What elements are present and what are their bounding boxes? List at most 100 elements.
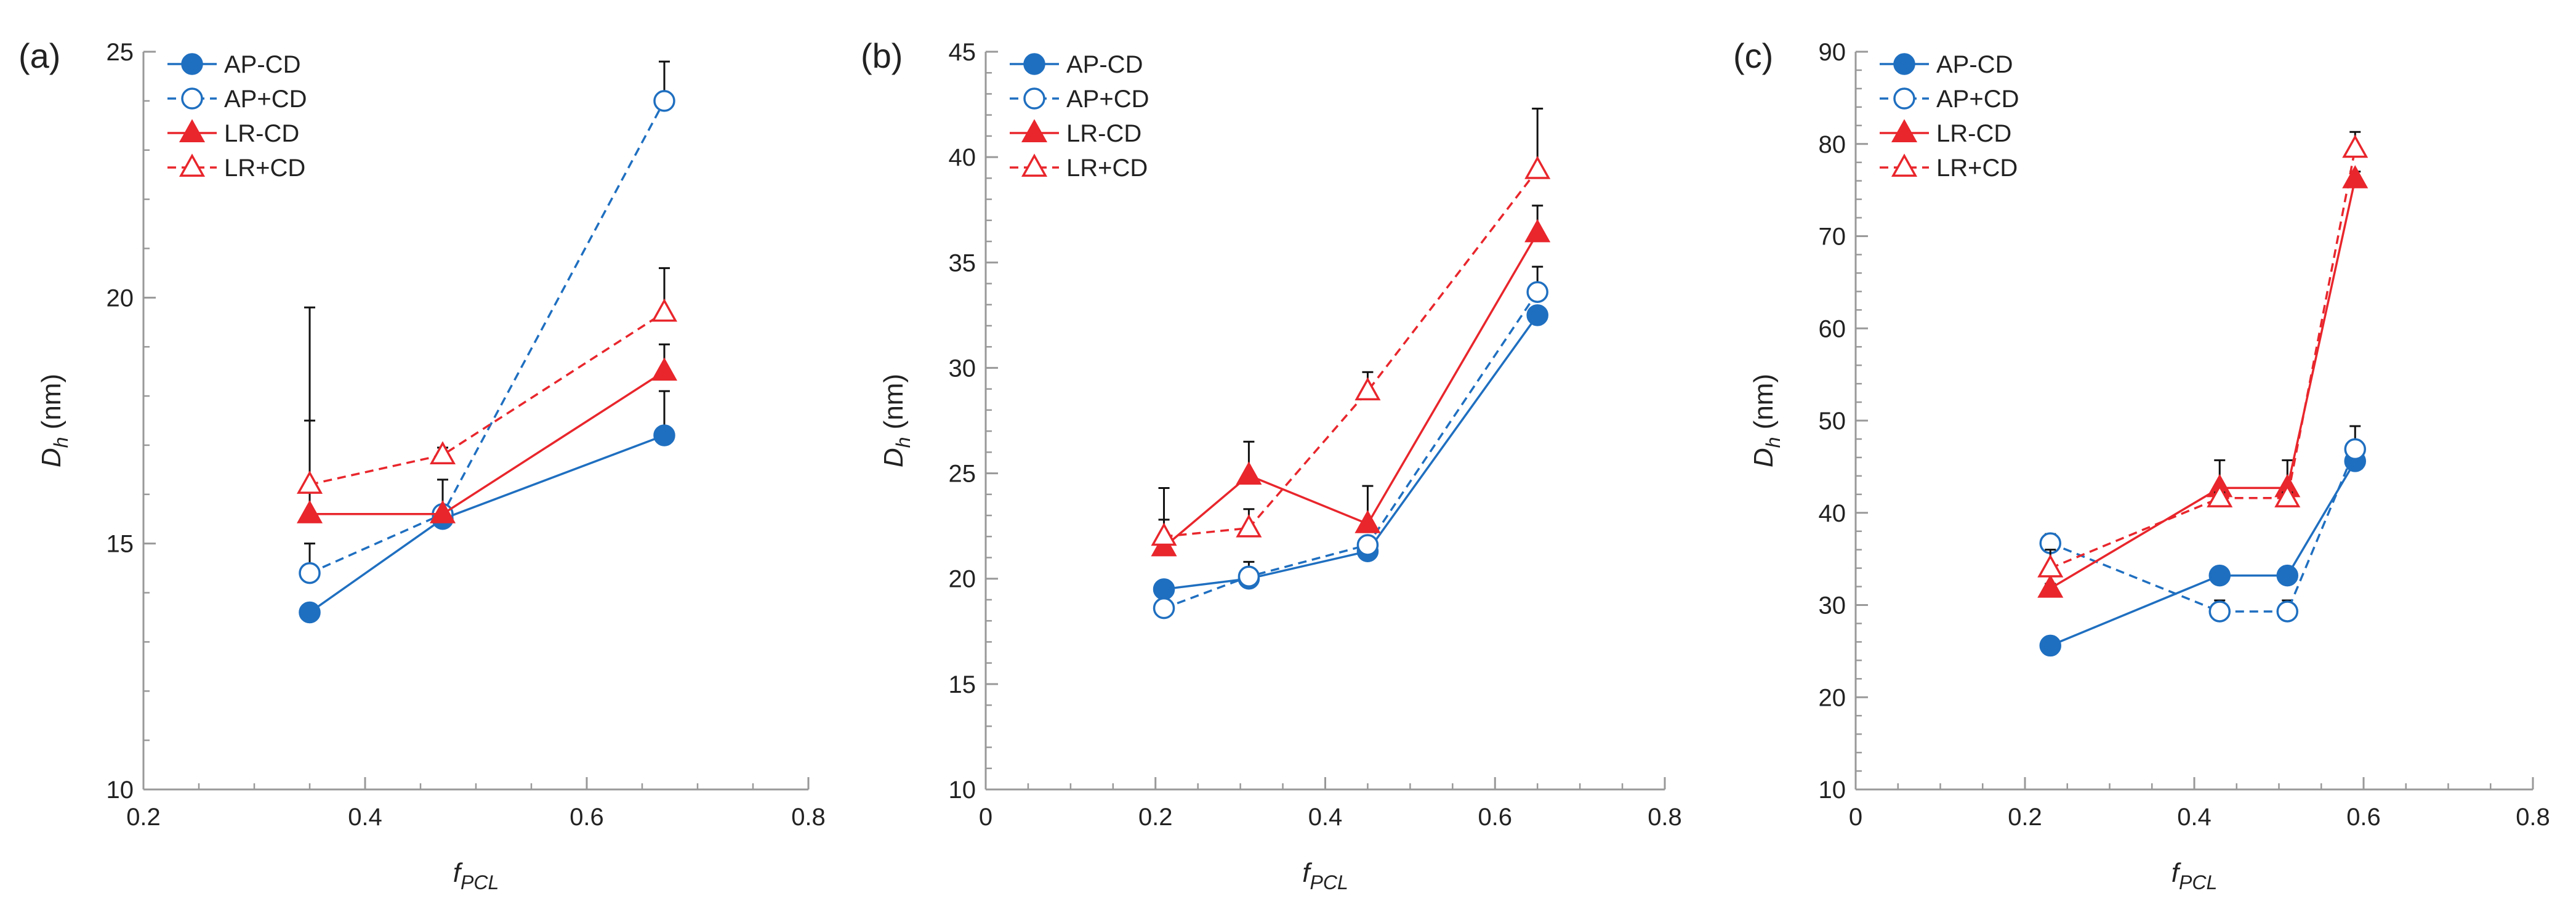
legend-label: LR-CD [224,120,299,147]
x-tick-label: 0.8 [2516,804,2550,831]
series-LR+CD [2037,131,2369,578]
data-point [299,562,321,584]
data-point [1153,578,1175,600]
series-AP+CD [1153,265,1548,619]
legend-label: LR+CD [224,155,305,182]
y-tick-label: 90 [1819,39,1846,66]
x-tick-label: 0.6 [2346,804,2381,831]
y-axis-label: Dh (nm) [879,374,914,467]
legend-marker [1021,119,1048,143]
data-point [1354,510,1381,533]
legend-marker [179,153,206,177]
legend-entry: LR-CD [1010,119,1141,147]
legend-label: LR+CD [1936,155,2018,182]
legend-entry: AP+CD [1010,86,1149,113]
series-line [2050,148,2356,570]
data-point [1526,304,1548,326]
data-point [2344,438,2366,461]
data-point [651,357,678,381]
legend-label: AP+CD [1066,86,1149,113]
legend-marker [1893,87,1915,110]
data-point [1356,534,1379,556]
legend-marker [1021,153,1048,177]
data-point [2037,574,2064,598]
series-LR+CD [1151,107,1551,546]
x-tick-label: 0 [979,804,992,831]
y-tick-label: 80 [1819,131,1846,158]
data-point [299,601,321,624]
x-tick-label: 0.4 [1308,804,1343,831]
y-tick-label: 20 [949,566,976,593]
y-tick-label: 45 [949,39,976,66]
y-tick-label: 10 [107,777,134,804]
data-point [296,500,323,523]
series-line [1163,291,1539,610]
x-tick-label: 0.8 [791,804,826,831]
data-point [2207,484,2233,507]
legend-entry: LR+CD [1010,153,1148,182]
data-point [2037,554,2064,578]
chart-panel-3: 0 0.2 0.4 0.6 0.8102030405060708090(c)fPCLDh… [1733,36,2550,894]
data-point [1526,281,1548,303]
series-line [1164,169,1539,538]
series-line [2050,460,2356,647]
legend-label: AP-CD [1936,51,2013,78]
legend-label: LR+CD [1066,155,1148,182]
data-point [653,424,675,446]
y-tick-label: 60 [1819,315,1846,342]
x-tick-label: 0.6 [570,804,604,831]
series-line [1163,232,1539,548]
y-tick-label: 25 [949,461,976,488]
y-axis-label: Dh (nm) [1749,374,1784,467]
data-point [296,470,323,494]
legend-entry: LR+CD [1880,153,2018,182]
series-AP+CD [2039,425,2366,623]
series-line [309,311,665,486]
x-tick-label: 0.2 [2008,804,2042,831]
series-line [1164,314,1539,591]
data-point [651,298,678,322]
series-line [2050,179,2356,590]
legend-label: LR-CD [1936,120,2011,147]
series-LR-CD [296,343,678,523]
legend-label: AP+CD [1936,86,2019,113]
data-point [1236,514,1262,538]
x-tick-label: 0.8 [1648,804,1682,831]
x-tick-label: 0.2 [1138,804,1173,831]
y-tick-label: 20 [1819,684,1846,711]
y-tick-label: 40 [1819,500,1846,527]
data-point [1524,156,1551,179]
legend-entry: AP+CD [1880,86,2019,113]
data-point [653,90,675,112]
legend-entry: AP-CD [1880,51,2013,78]
series-AP-CD [2039,450,2366,657]
y-tick-label: 35 [949,249,976,276]
legend-label: AP+CD [224,86,307,113]
legend-entry: AP+CD [167,86,307,113]
panel-label: (c) [1733,36,1773,75]
data-point [1524,219,1551,243]
legend-entry: LR+CD [167,153,305,182]
y-tick-label: 10 [949,777,976,804]
panel-label: (b) [861,36,903,75]
x-tick-label: 0.6 [1478,804,1512,831]
data-point [2208,564,2231,587]
y-axis-label: Dh (nm) [36,374,72,467]
data-point [2276,600,2298,623]
legend-marker [181,87,203,110]
series-line [2050,448,2356,613]
data-point [1354,377,1381,401]
data-point [2208,600,2231,623]
legend-marker [1023,87,1045,110]
x-tick-label: 0.4 [2177,804,2212,831]
data-point [1153,597,1175,619]
data-point [2276,564,2298,587]
legend-entry: LR-CD [1880,119,2011,147]
panel-label: (a) [18,36,60,75]
legend-marker [1023,53,1045,75]
y-tick-label: 50 [1819,408,1846,435]
y-tick-label: 70 [1819,224,1846,251]
x-tick-label: 0 [1849,804,1862,831]
